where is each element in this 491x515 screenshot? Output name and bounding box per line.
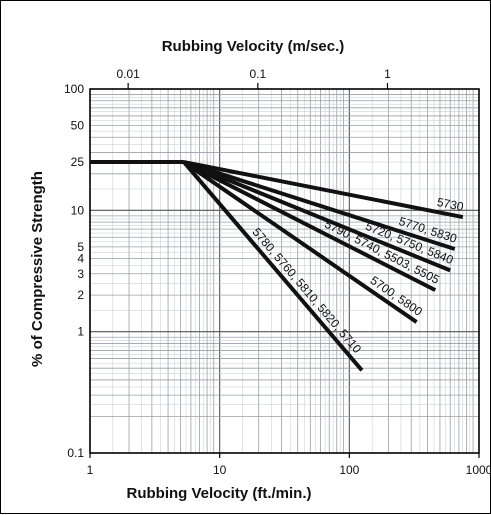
y-tick-label: 50: [71, 119, 85, 133]
series-label: 5730: [436, 195, 465, 214]
series-line: [182, 160, 418, 324]
x2-tick-label: 1: [384, 67, 391, 81]
series-line: [183, 160, 456, 251]
y-tick-label: 5: [77, 240, 84, 254]
y-tick-label: 3: [77, 267, 84, 281]
y-tick-label: 0.1: [67, 446, 84, 460]
plot-border: [89, 88, 480, 454]
x-tick-label: 100: [339, 463, 359, 477]
x2-tick-label: 0.1: [249, 67, 266, 81]
series-line: [183, 160, 451, 273]
y-axis-ticks: 100 50 25 10 543 2 1 0.1: [64, 82, 84, 460]
y-tick-label: 10: [71, 203, 85, 217]
y-tick-label: 25: [71, 155, 85, 169]
x-tick-label: 1: [87, 463, 94, 477]
series-line: [182, 160, 364, 372]
x-axis-title: Rubbing Velocity (ft./min.): [127, 485, 312, 502]
y-tick-label: 100: [64, 82, 84, 96]
x-tick-label: 10: [213, 463, 227, 477]
y-tick-label: 1: [77, 325, 84, 339]
x-axis-ticks: 1 10 100 1000: [87, 453, 491, 477]
x-tick-label: 1000: [466, 463, 491, 477]
grid-lines: [90, 89, 479, 453]
series-line: [183, 160, 464, 220]
y-axis-title: % of Compressive Strength: [29, 171, 46, 367]
y-tick-label: 4: [77, 252, 84, 266]
series-line: [183, 160, 437, 292]
x2-tick-label: 0.01: [116, 67, 140, 81]
x2-axis-ticks: 0.01 0.1 1: [116, 67, 391, 89]
x2-axis-title: Rubbing Velocity (m/sec.): [162, 38, 345, 55]
y-tick-label: 2: [77, 288, 84, 302]
series-lines: [90, 160, 464, 372]
